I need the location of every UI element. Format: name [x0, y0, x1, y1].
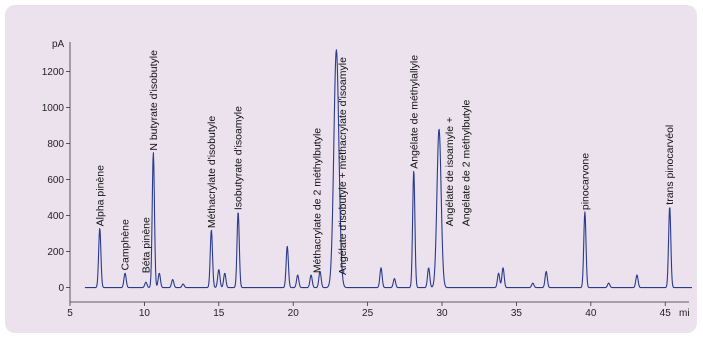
signal-line	[84, 49, 693, 289]
x-tick-label: 20	[288, 308, 300, 319]
y-tick-label: 800	[47, 139, 64, 150]
x-tick-label: 15	[213, 308, 225, 319]
x-tick-label: 25	[362, 308, 374, 319]
x-tick-label: 40	[585, 308, 597, 319]
peak-annotation: N butyrate d'isobutyle	[148, 50, 160, 151]
peak-labels: Alpha pinène Camphène Béta pinène N butyrat…	[94, 50, 676, 275]
peak-annotation: trans pinocarvéol	[664, 125, 676, 205]
peak-annotation: pinocarvone	[579, 153, 591, 210]
peak-annotation: Angélate de 2 méthylbutyle	[460, 99, 472, 226]
peak-annotation: Angélate d'isobutyle + méthacrylate d'is…	[337, 57, 349, 275]
peak-annotation: Alpha pinène	[94, 165, 106, 226]
y-tick-label: 1200	[42, 67, 65, 78]
x-tick-label: 10	[139, 308, 151, 319]
peak-annotation: Méthacrylate de 2 méthylbutyle	[311, 128, 323, 273]
chart-panel	[5, 5, 697, 333]
y-axis-unit: pA	[52, 39, 65, 50]
x-tick-label: 35	[511, 308, 523, 319]
peak-annotation: Camphène	[120, 219, 132, 271]
chromatogram-trace	[84, 49, 693, 289]
x-tick-label: 45	[660, 308, 672, 319]
x-tick-label: 30	[436, 308, 448, 319]
y-tick-label: 600	[47, 175, 64, 186]
peak-annotation: Angélate de méthylallyle	[408, 55, 420, 169]
x-axis-unit: mi	[679, 308, 690, 319]
peak-annotation: Angélate de isoamyle +	[444, 117, 456, 226]
y-tick-label: 1000	[42, 103, 65, 114]
peak-annotation: Méthacrylate d'isobutyle	[206, 116, 218, 228]
y-tick-label: 0	[58, 283, 64, 294]
chart-axes: 5 10 15 20 25 30 35 40 45 0 200 400 600 800 1000 1200	[42, 42, 689, 319]
y-tick-label: 400	[47, 211, 64, 222]
y-tick-label: 200	[47, 247, 64, 258]
peak-annotation: Béta pinène	[140, 217, 152, 273]
x-tick-label: 5	[67, 308, 73, 319]
peak-annotation: Isobutyrate d'isoamyle	[233, 106, 245, 210]
